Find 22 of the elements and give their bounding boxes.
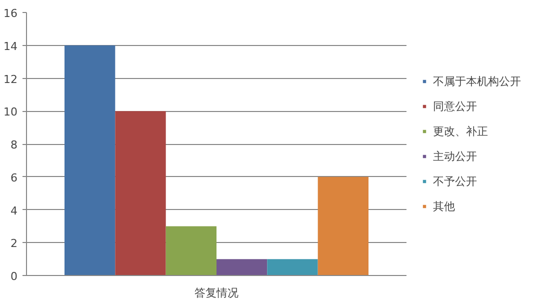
legend-label: 同意公开	[433, 98, 477, 114]
legend-label: 更改、补正	[433, 124, 488, 138]
bar	[115, 111, 166, 276]
bar	[318, 176, 368, 276]
y-tick-label: 16	[4, 7, 18, 20]
y-tick-label: 2	[10, 237, 18, 250]
legend-label: 不属于本机构公开	[433, 74, 521, 88]
y-tick-label: 6	[10, 171, 18, 184]
y-tick-label: 12	[4, 72, 18, 86]
y-tick-label: 8	[10, 138, 18, 152]
x-tick-label: 答复情况	[194, 286, 238, 300]
legend-label: 不予公开	[433, 174, 477, 188]
bar	[267, 259, 318, 276]
y-tick-label: 4	[10, 204, 18, 218]
legend-label: 主动公开	[433, 148, 477, 164]
bar	[166, 226, 216, 276]
legend-label: 其他	[433, 198, 455, 214]
y-tick-label: 14	[4, 40, 18, 53]
bar	[216, 259, 268, 276]
y-tick-label: 10	[4, 106, 18, 119]
y-tick-label: 0	[10, 270, 18, 283]
bar	[64, 45, 116, 276]
